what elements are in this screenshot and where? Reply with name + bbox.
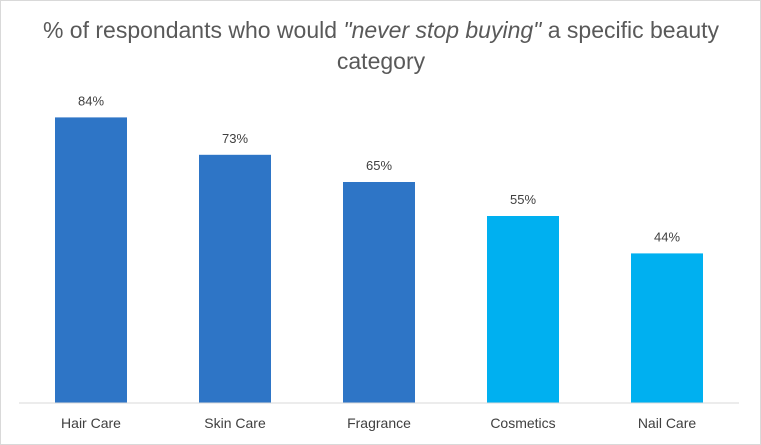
chart-title-text: % of respondants who would <box>42 17 344 43</box>
x-tick-label-skin-care: Skin Care <box>204 415 266 431</box>
data-labels-group: 84% 73% 65% 55% 44% <box>78 93 680 244</box>
data-label-skin-care: 73% <box>222 131 248 146</box>
data-label-cosmetics: 55% <box>510 192 536 207</box>
x-tick-label-fragrance: Fragrance <box>347 415 411 431</box>
x-tick-label-hair-care: Hair Care <box>61 415 121 431</box>
chart-title-text-end: a specific beauty category <box>336 17 720 74</box>
x-tick-label-nail-care: Nail Care <box>638 415 697 431</box>
bars-group <box>55 117 703 404</box>
data-label-hair-care: 84% <box>78 93 104 108</box>
chart-title-emphasis: "never stop buying" <box>343 17 542 43</box>
data-label-fragrance: 65% <box>366 158 392 173</box>
bar-skin-care <box>199 154 271 403</box>
bar-nail-care <box>631 253 703 403</box>
bar-fragrance <box>343 182 415 403</box>
bar-cosmetics <box>487 216 559 403</box>
x-tick-label-cosmetics: Cosmetics <box>490 415 555 431</box>
chart-title: % of respondants who would "never stop b… <box>41 15 721 77</box>
data-label-nail-care: 44% <box>654 229 680 244</box>
bar-hair-care <box>55 117 127 404</box>
x-tick-labels-group: Hair Care Skin Care Fragrance Cosmetics Nail… <box>61 415 696 431</box>
